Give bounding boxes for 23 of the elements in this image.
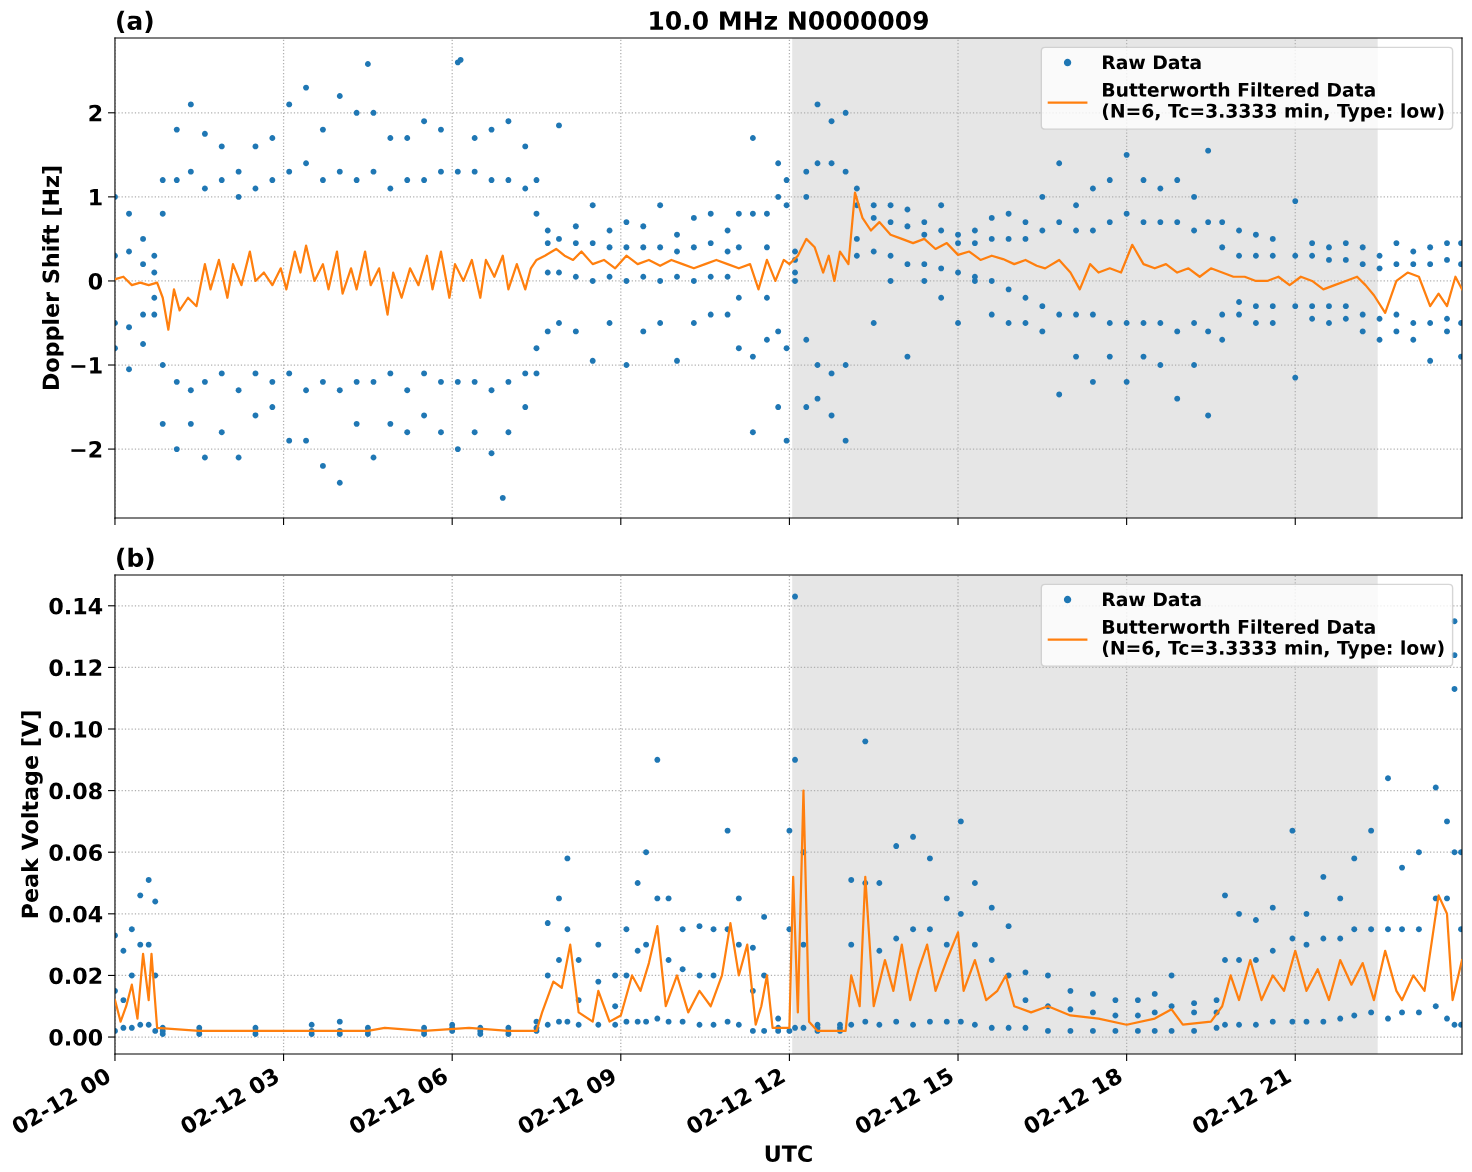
y-tick-label: 0.14 xyxy=(49,597,103,615)
chart-title: 10.0 MHz N0000009 xyxy=(650,11,928,30)
y-tick-label: −1 xyxy=(71,357,102,374)
y-tick-label: 0.04 xyxy=(49,905,103,923)
y-tick-label: 0.00 xyxy=(49,1028,103,1046)
y-tick-label: −2 xyxy=(71,441,102,458)
y-axis-title: Peak Voltage [V] xyxy=(21,711,43,918)
y-tick-label: 0.12 xyxy=(49,659,102,677)
legend-label: Raw Data xyxy=(1103,592,1201,607)
legend-label: Butterworth Filtered Data (N=6, Tc=3.3333 min, Type: low) xyxy=(1102,619,1444,659)
y-tick-label: 0 xyxy=(88,272,103,290)
legend-label: Butterworth Filtered Data (N=6, Tc=3.3333 min, Type: low) xyxy=(1102,82,1444,122)
y-tick-label: 0.06 xyxy=(49,844,102,861)
y-tick-label: 2 xyxy=(89,104,102,122)
legend-label: Raw Data xyxy=(1103,55,1201,70)
y-axis-title: Doppler Shift [Hz] xyxy=(42,166,64,390)
y-tick-label: 0.08 xyxy=(49,782,102,800)
y-tick-label: 0.02 xyxy=(49,967,102,985)
y-tick-label: 1 xyxy=(90,189,102,206)
y-tick-label: 0.10 xyxy=(49,720,103,738)
text: (b) xyxy=(117,547,154,570)
x-axis-title: UTC xyxy=(765,1145,812,1163)
text: (a) xyxy=(117,10,153,33)
